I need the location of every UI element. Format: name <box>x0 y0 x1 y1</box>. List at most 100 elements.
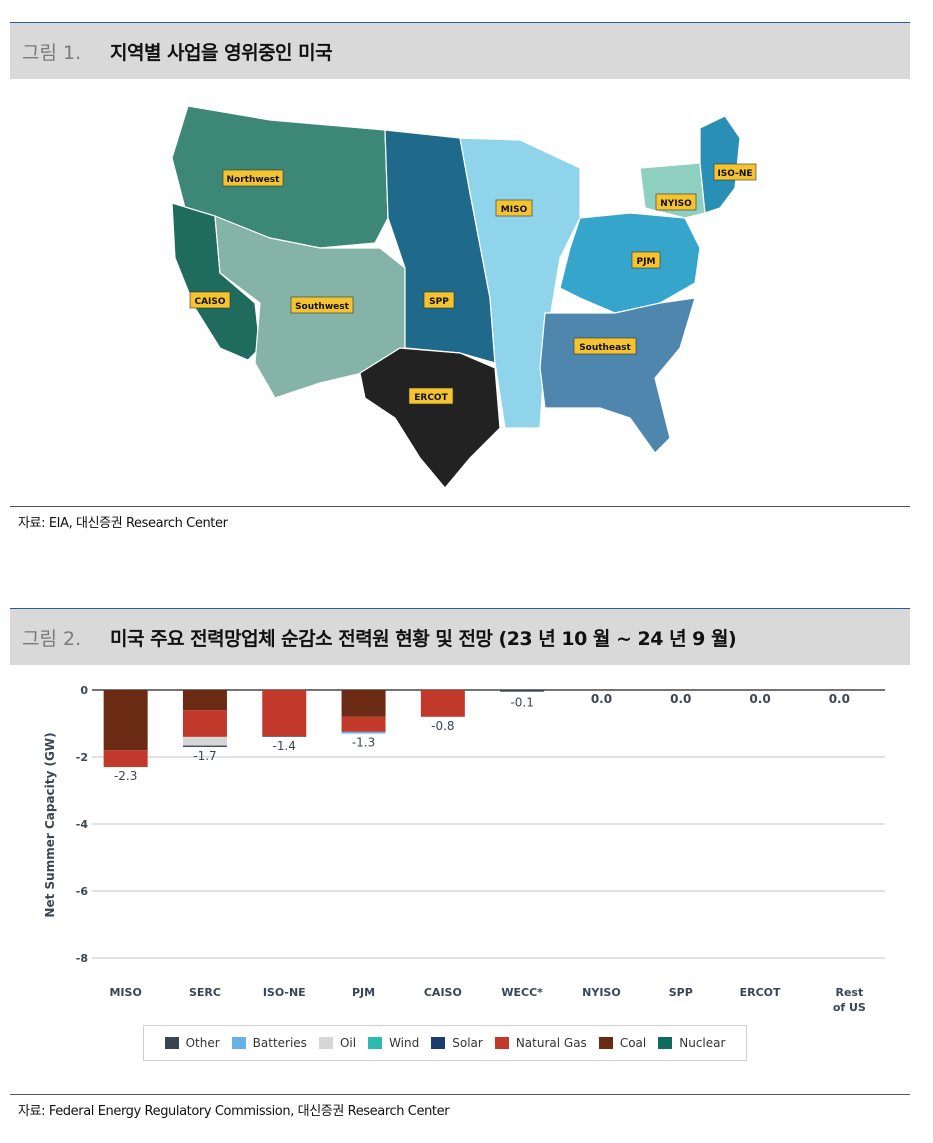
figure2-header: 그림 2. 미국 주요 전력망업체 순감소 전력원 현황 및 전망 (23 년 … <box>10 609 910 665</box>
svg-text:Northwest: Northwest <box>227 175 281 185</box>
x-tick-label: WECC* <box>501 986 543 999</box>
chart-legend: Other Batteries Oil Wind Solar Natural Gas Coa… <box>143 1025 747 1061</box>
legend-item-coal: Coal <box>598 1036 647 1050</box>
total-label: 0.0 <box>670 692 691 706</box>
bar-segment-natural-gas <box>182 710 227 737</box>
total-label: -2.3 <box>114 769 137 783</box>
bar-segment-coal <box>103 690 148 751</box>
figure1-source-rule <box>10 506 910 507</box>
bar-segment-other <box>262 736 307 737</box>
svg-text:Southwest: Southwest <box>295 302 350 312</box>
y-tick-label: 0 <box>80 684 88 697</box>
svg-text:SPP: SPP <box>429 297 449 307</box>
legend-swatch <box>368 1037 383 1049</box>
legend-item-batteries: Batteries <box>231 1036 307 1050</box>
legend-swatch <box>231 1037 246 1049</box>
label-caiso: CAISO <box>189 291 231 309</box>
bar-segment-coal <box>182 690 227 711</box>
figure1-number: 그림 1. <box>22 41 82 64</box>
svg-text:ERCOT: ERCOT <box>414 393 448 403</box>
label-pjm: PJM <box>631 251 661 269</box>
x-tick-label: of US <box>833 1001 866 1014</box>
label-isone: ISO-NE <box>713 163 757 181</box>
figure1-title: 지역별 사업을 영위중인 미국 <box>110 41 333 64</box>
figure1-source: 자료: EIA, 대신증권 Research Center <box>18 516 228 531</box>
legend-label: Solar <box>452 1036 483 1050</box>
legend-swatch <box>494 1037 509 1049</box>
figure2-top-rule <box>10 608 910 609</box>
total-label: -1.7 <box>193 749 216 763</box>
x-tick-label: Rest <box>835 986 863 999</box>
region-pjm <box>559 212 701 314</box>
bar-segment-oil <box>182 736 227 746</box>
legend-swatch <box>318 1037 333 1049</box>
svg-text:PJM: PJM <box>637 257 656 267</box>
total-label: 0.0 <box>749 692 770 706</box>
us-region-map: Northwest CAISO Southwest SPP MISO ERCOT… <box>171 105 757 489</box>
y-tick-label: -8 <box>76 952 88 965</box>
label-spp: SPP <box>423 291 455 309</box>
legend-label: Wind <box>389 1036 420 1050</box>
x-tick-label: PJM <box>352 986 375 999</box>
total-label: -1.4 <box>273 739 296 753</box>
x-tick-label: ISO-NE <box>263 986 306 999</box>
total-label: -0.1 <box>510 695 533 709</box>
x-tick-label: SERC <box>189 986 221 999</box>
legend-item-nuclear: Nuclear <box>658 1036 725 1050</box>
bar-segment-natural-gas <box>341 716 386 732</box>
svg-text:NYISO: NYISO <box>660 199 692 209</box>
x-tick-label: SPP <box>669 986 693 999</box>
x-tick-label: NYISO <box>582 986 621 999</box>
total-label: 0.0 <box>829 692 850 706</box>
x-tick-label: CAISO <box>424 986 462 999</box>
figure2-source-rule <box>10 1094 910 1095</box>
label-ercot: ERCOT <box>408 387 454 405</box>
bar-segment-other <box>500 690 545 692</box>
bar-segment-natural-gas <box>103 750 148 768</box>
label-nyiso: NYISO <box>655 193 697 211</box>
legend-swatch <box>598 1037 613 1049</box>
region-southeast <box>539 297 696 454</box>
legend-label: Batteries <box>252 1036 307 1050</box>
bar-segment-natural-gas <box>262 690 307 737</box>
figure2-source: 자료: Federal Energy Regulatory Commission… <box>18 1104 450 1119</box>
legend-label: Nuclear <box>679 1036 726 1050</box>
legend-label: Other <box>185 1036 220 1050</box>
label-northwest: Northwest <box>222 169 284 187</box>
legend-swatch <box>164 1037 179 1049</box>
svg-text:MISO: MISO <box>501 205 528 215</box>
bar-segment-other <box>182 745 227 747</box>
legend-item-other: Other <box>164 1036 220 1050</box>
label-southeast: Southeast <box>573 337 637 355</box>
label-miso: MISO <box>495 199 533 217</box>
total-label: -1.3 <box>352 736 375 750</box>
capacity-chart: 0 -2 -4 -6 -8 -2.3 MISO -1.7 SERC -1.4 ISO-NE -1.3 P… <box>43 684 885 1014</box>
svg-text:CAISO: CAISO <box>194 297 225 307</box>
y-tick-label: -4 <box>76 818 89 831</box>
y-tick-label: -6 <box>76 885 89 898</box>
svg-text:ISO-NE: ISO-NE <box>717 169 752 179</box>
legend-swatch <box>658 1037 673 1049</box>
svg-text:Southeast: Southeast <box>579 343 631 353</box>
bar-segment-batteries <box>341 731 386 734</box>
legend-label: Coal <box>619 1036 647 1050</box>
y-axis-label: Net Summer Capacity (GW) <box>43 732 57 917</box>
total-label: 0.0 <box>591 692 612 706</box>
figure2-title: 미국 주요 전력망업체 순감소 전력원 현황 및 전망 (23 년 10 월 ~… <box>110 627 737 650</box>
region-ercot <box>359 347 501 489</box>
legend-swatch <box>431 1037 446 1049</box>
bar-segment-coal <box>341 690 386 717</box>
x-tick-label: MISO <box>109 986 141 999</box>
x-tick-label: ERCOT <box>740 986 781 999</box>
figure2-number: 그림 2. <box>22 627 82 650</box>
legend-item-wind: Wind <box>368 1036 419 1050</box>
total-label: -0.8 <box>431 719 454 733</box>
legend-item-oil: Oil <box>318 1036 356 1050</box>
top-rule <box>10 22 910 23</box>
label-southwest: Southwest <box>290 296 354 314</box>
legend-label: Natural Gas <box>515 1036 587 1050</box>
legend-item-natural-gas: Natural Gas <box>494 1036 587 1050</box>
legend-item-solar: Solar <box>431 1036 483 1050</box>
bar-segment-natural-gas <box>420 690 465 717</box>
y-tick-label: -2 <box>76 751 88 764</box>
